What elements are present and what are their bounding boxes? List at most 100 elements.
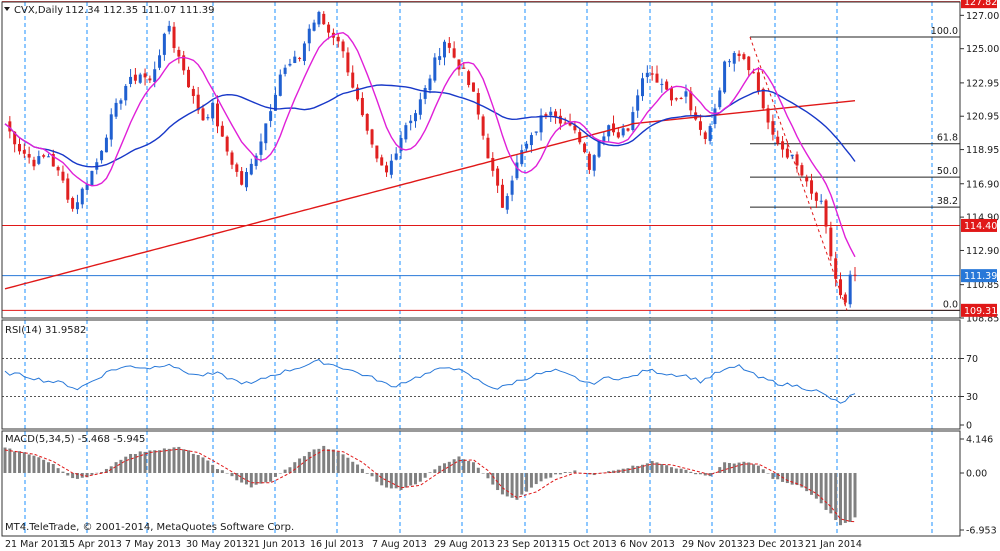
- panel-frame: [1, 319, 961, 430]
- candle-body: [22, 150, 26, 154]
- macd-histogram-bar: [220, 470, 224, 473]
- time-tick-label: 7 May 2013: [125, 539, 181, 550]
- macd-histogram-bar: [414, 472, 418, 485]
- rsi-panel[interactable]: [2, 358, 960, 404]
- candle-body: [46, 156, 50, 158]
- candle-body: [597, 140, 601, 157]
- macd-histogram-bar: [457, 456, 461, 473]
- macd-histogram-bar: [689, 471, 693, 473]
- level-badge-label: 127.82: [964, 0, 997, 8]
- macd-histogram-bar: [713, 472, 717, 474]
- macd-histogram-bar: [244, 472, 248, 485]
- candle-body: [298, 57, 302, 59]
- price-axis: 127.00 125.00 122.95 120.95 118.95 116.90 114.…: [960, 0, 999, 537]
- candle-body: [737, 53, 741, 56]
- candle-body: [307, 28, 311, 44]
- candle-body: [278, 74, 282, 96]
- macd-histogram-bar: [71, 472, 75, 479]
- candle-body: [689, 91, 693, 111]
- candle-body: [293, 56, 297, 63]
- macd-histogram-bar: [177, 446, 181, 473]
- price-tick-label: 120.95: [966, 112, 999, 123]
- candle-body: [201, 108, 205, 121]
- candle-body: [80, 188, 84, 205]
- candle-body: [32, 159, 36, 167]
- macd-histogram-bar: [312, 449, 316, 473]
- level-badge-label: 114.40: [964, 221, 997, 232]
- macd-histogram-bar: [230, 472, 234, 477]
- macd-histogram-bar: [703, 472, 707, 476]
- macd-histogram-bar: [848, 472, 852, 523]
- macd-histogram-bar: [216, 469, 219, 473]
- macd-histogram-bar: [694, 472, 698, 475]
- macd-histogram-bar: [727, 462, 731, 473]
- candle-body: [766, 108, 770, 123]
- macd-histogram-bar: [365, 472, 369, 474]
- candle-body: [172, 26, 176, 49]
- candle-body: [85, 184, 89, 190]
- rsi-label: RSI(14) 31.9582: [5, 325, 86, 336]
- macd-histogram-bar: [810, 472, 814, 495]
- copyright-label: MT4.TeleTrade, © 2001-2014, MetaQuotes S…: [5, 522, 294, 533]
- macd-label: MACD(5,34,5) -5.468 -5.945: [5, 434, 145, 445]
- candle-body: [602, 136, 606, 143]
- candle-body: [269, 111, 273, 121]
- candle-body: [351, 72, 355, 88]
- time-tick-label: 16 Jul 2013: [310, 539, 364, 550]
- price-tick-label: 118.95: [966, 145, 999, 156]
- dropdown-triangle-icon[interactable]: [4, 7, 10, 11]
- candle-body: [491, 158, 495, 171]
- fibonacci-level-label: 100.0: [931, 26, 958, 37]
- macd-histogram-bar: [539, 472, 543, 482]
- macd-histogram-bar: [327, 449, 331, 473]
- macd-histogram-bar: [360, 468, 364, 473]
- macd-histogram-bar: [404, 472, 408, 488]
- time-tick-label: 6 Nov 2013: [620, 539, 675, 550]
- candle-body: [554, 111, 558, 118]
- candle-body: [718, 90, 722, 108]
- macd-histogram-bar: [698, 472, 702, 475]
- candle-body: [346, 52, 350, 73]
- candle-body: [409, 120, 413, 124]
- candle-body: [66, 178, 70, 200]
- candle-body: [288, 63, 292, 66]
- candle-body: [143, 73, 147, 78]
- candle-body: [356, 87, 360, 100]
- macd-histogram-bar: [375, 472, 379, 482]
- macd-histogram-bar: [8, 448, 12, 473]
- macd-panel[interactable]: [3, 445, 857, 526]
- candle-body: [814, 192, 818, 201]
- candle-body: [423, 88, 427, 99]
- macd-histogram-bar: [37, 457, 41, 473]
- price-panel[interactable]: 100.0 61.8 50.0 38.2 0.0: [2, 1, 960, 311]
- panel-frame: [1, 430, 961, 537]
- macd-histogram-bar: [187, 450, 191, 473]
- candle-body: [515, 162, 519, 179]
- macd-histogram-bar: [438, 465, 442, 473]
- level-badge: [961, 218, 997, 232]
- header: CVX,Daily 112.34 112.35 111.07 111.39: [4, 5, 215, 16]
- candle-body: [100, 150, 104, 161]
- candle-body: [153, 69, 157, 83]
- rsi-line: [4, 359, 856, 404]
- macd-histogram-bar: [737, 462, 741, 473]
- candle-body: [177, 49, 181, 57]
- macd-histogram-bar: [264, 472, 268, 483]
- candle-body: [810, 180, 814, 194]
- candle-body: [61, 171, 65, 181]
- candle-body: [727, 61, 731, 63]
- candle-body: [839, 279, 843, 296]
- candle-body: [573, 125, 577, 131]
- candle-body: [834, 258, 838, 279]
- macd-histogram-bar: [143, 451, 147, 473]
- candle-body: [708, 126, 712, 141]
- candle-body: [467, 71, 471, 85]
- macd-histogram-bar: [322, 445, 326, 473]
- candle-body: [216, 103, 219, 127]
- macd-histogram-bar: [471, 462, 475, 473]
- candle-body: [418, 99, 422, 115]
- macd-histogram-bar: [795, 472, 799, 486]
- macd-histogram-bar: [650, 460, 654, 473]
- price-tick-label: 127.00: [966, 11, 999, 22]
